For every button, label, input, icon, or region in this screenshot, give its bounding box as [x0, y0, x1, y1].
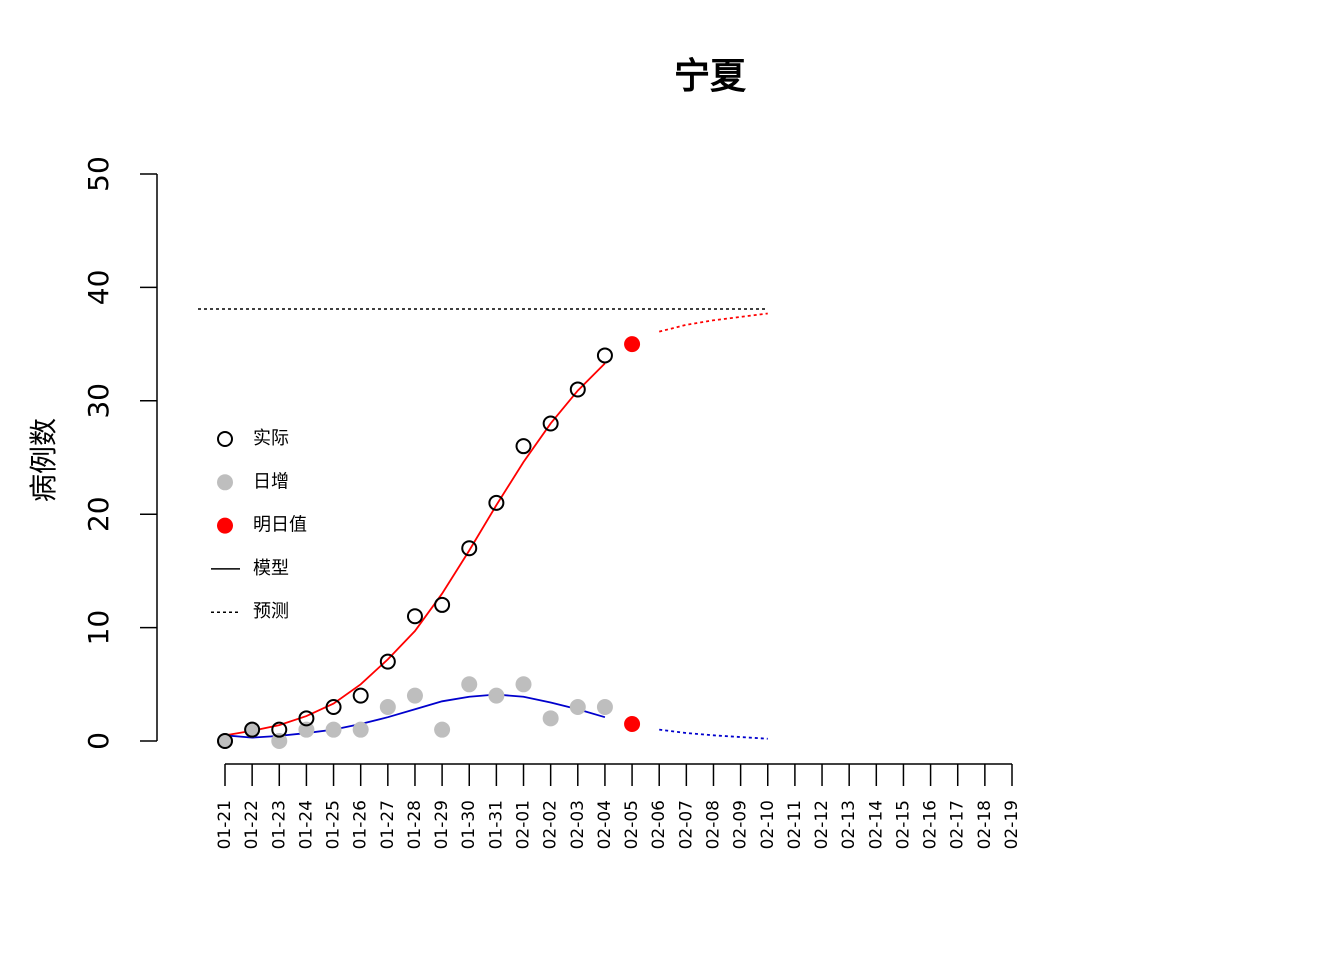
point [406, 608, 423, 625]
model-line [658, 312, 768, 333]
x-tick-label: 01-26 [351, 800, 371, 849]
x-tick-label: 01-25 [324, 800, 344, 849]
x-tick-label: 01-22 [242, 800, 262, 849]
point [596, 698, 613, 715]
x-tick-label: 01-21 [215, 800, 235, 849]
point [217, 733, 233, 749]
model-line [224, 693, 606, 739]
model-line [224, 362, 606, 737]
point [217, 733, 233, 749]
x-tick-label: 02-01 [514, 800, 534, 849]
y-tick-label: 30 [82, 383, 115, 419]
y-tick-label: 20 [82, 496, 115, 532]
point [624, 715, 641, 732]
x-tick-label: 02-06 [649, 800, 669, 849]
x-tick-label: 01-30 [459, 800, 479, 849]
x-tick-label: 02-07 [676, 800, 696, 849]
x-tick-label: 02-18 [975, 800, 995, 849]
legend-label: 预测 [253, 601, 289, 622]
point [406, 687, 423, 704]
x-tick-label: 01-27 [378, 800, 398, 849]
point [325, 698, 342, 715]
x-tick-label: 02-19 [1002, 800, 1022, 849]
point [569, 381, 586, 398]
x-tick-label: 02-02 [541, 800, 561, 849]
point [542, 710, 559, 727]
y-tick-label: 50 [82, 156, 115, 192]
point [515, 676, 532, 693]
point [569, 698, 586, 715]
y-axis-label: 病例数 [27, 418, 60, 502]
x-tick-label: 02-03 [568, 800, 588, 849]
point [542, 415, 559, 432]
y-tick-label: 10 [82, 610, 115, 646]
point [379, 653, 396, 670]
x-tick-label: 02-15 [893, 800, 913, 849]
legend-symbol [217, 517, 233, 534]
point [298, 710, 315, 727]
point [434, 596, 451, 613]
x-tick-label: 02-10 [758, 800, 778, 849]
point [271, 733, 288, 749]
legend-label: 明日值 [253, 515, 307, 536]
point [244, 721, 261, 738]
x-tick-label: 01-31 [486, 800, 506, 849]
point [325, 721, 342, 738]
point [488, 494, 505, 511]
x-tick-label: 02-04 [595, 800, 615, 849]
point [461, 540, 478, 557]
x-tick-label: 02-08 [703, 800, 723, 849]
x-tick-label: 02-11 [785, 800, 805, 849]
x-tick-label: 01-23 [269, 800, 289, 849]
point [379, 698, 396, 715]
legend-label: 日增 [253, 471, 289, 492]
point [352, 687, 369, 704]
x-tick-label: 01-24 [296, 800, 316, 849]
x-tick-label: 02-17 [948, 800, 968, 849]
point [434, 721, 451, 738]
y-tick-label: 40 [82, 270, 115, 306]
x-tick-label: 02-09 [731, 800, 751, 849]
x-tick-label: 01-28 [405, 800, 425, 849]
x-tick-label: 01-29 [432, 800, 452, 849]
legend-symbol [217, 474, 233, 491]
point [515, 438, 532, 455]
chart-title: 宁夏 [674, 56, 747, 97]
point [352, 721, 369, 738]
point [596, 347, 613, 364]
x-tick-label: 02-13 [839, 800, 859, 849]
x-tick-label: 02-05 [622, 800, 642, 849]
x-tick-label: 02-16 [921, 800, 941, 849]
legend-label: 模型 [253, 558, 289, 579]
point [298, 721, 315, 738]
point [244, 721, 261, 738]
y-tick-label: 0 [82, 732, 115, 750]
x-tick-label: 02-14 [866, 800, 886, 849]
point [624, 336, 641, 353]
legend-label: 实际 [253, 428, 289, 449]
point [488, 687, 505, 704]
x-tick-label: 02-12 [812, 800, 832, 849]
model-line [659, 728, 768, 740]
point [271, 721, 288, 738]
point [461, 676, 478, 693]
legend-symbol [217, 431, 233, 447]
